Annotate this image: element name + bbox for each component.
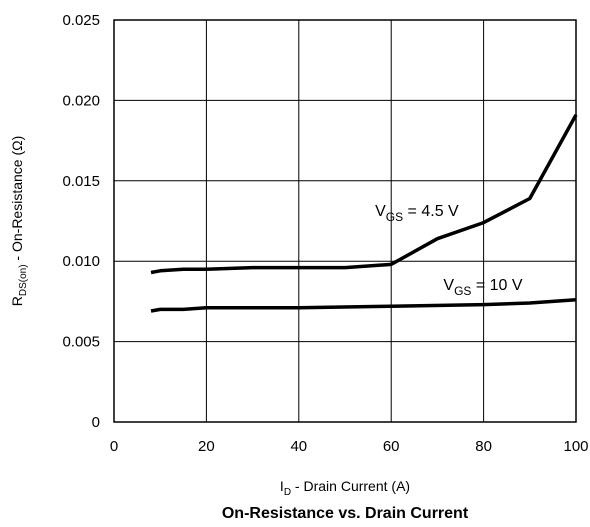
x-tick-label: 100	[563, 438, 588, 455]
x-tick-label: 80	[475, 438, 492, 455]
y-tick-label: 0	[92, 414, 100, 431]
y-tick-label: 0.020	[62, 92, 100, 109]
series-line-1	[150, 298, 577, 313]
grid	[114, 20, 576, 422]
series-line-0	[150, 114, 578, 275]
series-label-vgs-4-5v: VGS = 4.5 V	[375, 203, 459, 224]
y-tick-label: 0.015	[62, 173, 100, 190]
y-tick-label: 0.005	[62, 334, 100, 351]
x-axis-label: ID - Drain Current (A)	[280, 478, 410, 498]
x-tick-label: 60	[383, 438, 400, 455]
series-label-vgs-10v: VGS = 10 V	[443, 277, 522, 298]
x-tick-label: 40	[290, 438, 307, 455]
y-tick-label: 0.010	[62, 253, 100, 270]
y-axis-label: RDS(on) - On-Resistance (Ω)	[9, 136, 29, 307]
plot-frame	[113, 19, 577, 423]
x-tick-label: 0	[110, 438, 118, 455]
series-lines	[150, 114, 578, 313]
x-tick-label: 20	[198, 438, 215, 455]
tick-labels: 0 20 40 60 80 100 0 0.005 0.010 0.015 0.020 0.025	[62, 12, 588, 455]
chart-title: On-Resistance vs. Drain Current	[222, 505, 469, 522]
y-tick-label: 0.025	[62, 12, 100, 29]
